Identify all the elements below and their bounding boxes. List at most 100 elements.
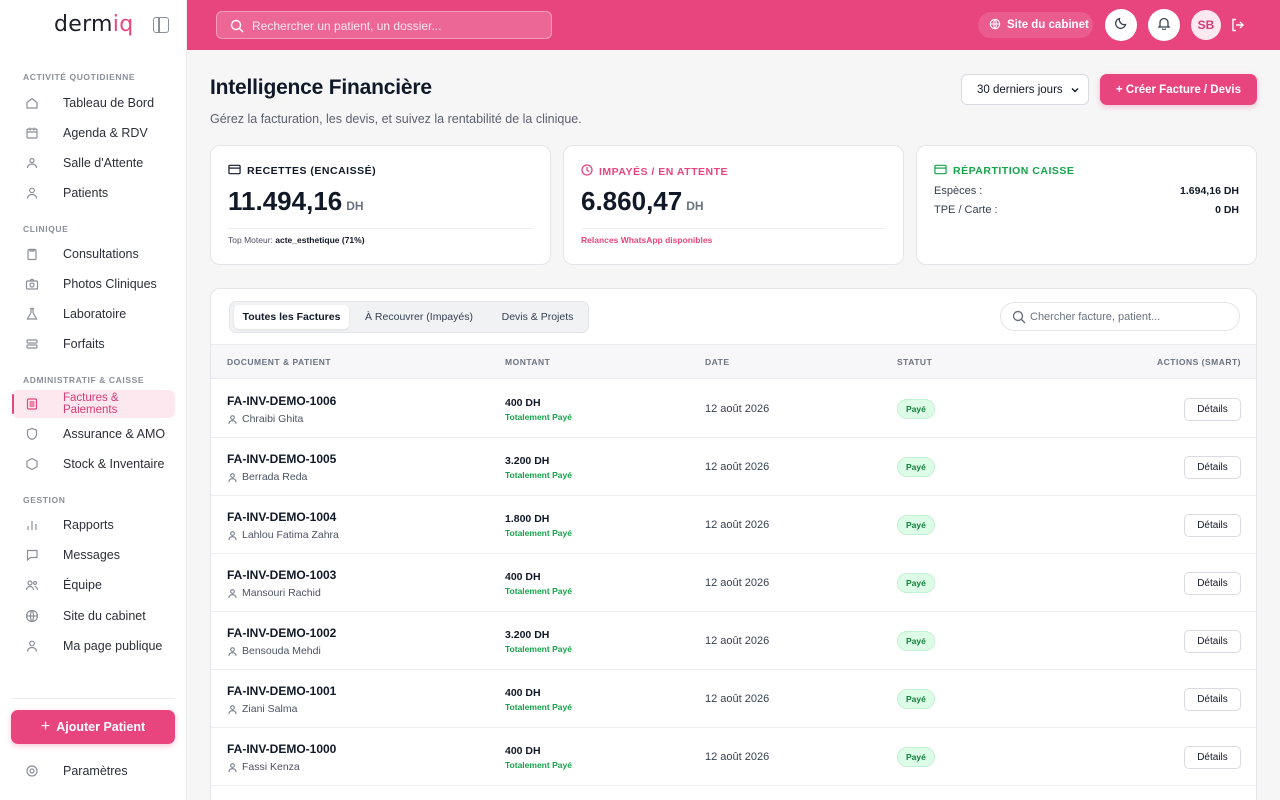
invoice-number[interactable]: FA-INV-DEMO-1000: [227, 742, 337, 756]
user-icon: [25, 186, 39, 200]
logout-icon[interactable]: [1230, 17, 1246, 38]
sidebar-item-agenda[interactable]: Agenda & RDV: [12, 119, 175, 147]
shield-icon: [25, 427, 39, 441]
column-header-document: DOCUMENT & PATIENT: [227, 357, 332, 367]
amount: 3.200 DH: [505, 629, 550, 641]
invoice-number[interactable]: FA-INV-DEMO-1006: [227, 394, 337, 408]
patient-name: Fassi Kenza: [227, 761, 300, 773]
invoice-date: 12 août 2026: [705, 519, 770, 531]
amount-status: Totalement Payé: [505, 760, 572, 770]
patient-name: Ziani Salma: [227, 703, 297, 715]
sidebar-item-label: Agenda & RDV: [63, 126, 148, 140]
dark-mode-toggle[interactable]: [1105, 9, 1137, 41]
invoice-date: 12 août 2026: [705, 751, 770, 763]
add-patient-label: Ajouter Patient: [56, 720, 146, 734]
table-row[interactable]: FA-INV-DEMO-1002 Bensouda Mehdi 3.200 DH…: [211, 612, 1256, 670]
invoice-search-placeholder: Chercher facture, patient...: [1030, 311, 1161, 323]
sidebar-item-team[interactable]: Équipe: [12, 571, 175, 599]
sidebar-item-consultations[interactable]: Consultations: [12, 240, 175, 268]
tab-quotes[interactable]: Devis & Projets: [501, 311, 574, 323]
amount: 400 DH: [505, 745, 541, 757]
sidebar-item-laboratory[interactable]: Laboratoire: [12, 300, 175, 328]
amount-status: Totalement Payé: [505, 528, 572, 538]
invoice-date: 12 août 2026: [705, 461, 770, 473]
invoice-date: 12 août 2026: [705, 403, 770, 415]
details-button[interactable]: Détails: [1184, 630, 1241, 653]
tab-unpaid[interactable]: À Recouvrer (Impayés): [365, 311, 473, 323]
invoice-number[interactable]: FA-INV-DEMO-1004: [227, 510, 337, 524]
plus-icon: +: [40, 718, 51, 735]
sidebar-item-insurance[interactable]: Assurance & AMO: [12, 420, 175, 448]
global-search-placeholder: Rechercher un patient, un dossier...: [252, 19, 442, 33]
sidebar-item-public-page[interactable]: Ma page publique: [12, 632, 175, 660]
table-row[interactable]: FA-INV-DEMO-1006 Chraibi Ghita 400 DH To…: [211, 380, 1256, 438]
details-button[interactable]: Détails: [1184, 572, 1241, 595]
sidebar-item-invoices[interactable]: Factures & Paiements: [12, 390, 175, 418]
status-badge: Payé: [897, 399, 935, 419]
avatar[interactable]: SB: [1191, 10, 1221, 40]
invoice-number[interactable]: FA-INV-DEMO-1001: [227, 684, 337, 698]
table-row[interactable]: FA-INV-DEMO-1000 Fassi Kenza 400 DH Tota…: [211, 728, 1256, 786]
invoice-number[interactable]: FA-INV-DEMO-1003: [227, 568, 337, 582]
moon-icon: [1114, 16, 1128, 35]
details-button[interactable]: Détails: [1184, 456, 1241, 479]
table-row[interactable]: FA-INV-DEMO-1001 Ziani Salma 400 DH Tota…: [211, 670, 1256, 728]
site-button[interactable]: Site du cabinet: [978, 12, 1093, 38]
tab-all-invoices[interactable]: Toutes les Factures: [234, 305, 349, 329]
globe-icon: [989, 18, 1001, 33]
sidebar-item-label: Site du cabinet: [63, 609, 146, 623]
sidebar-item-messages[interactable]: Messages: [12, 541, 175, 569]
sidebar-item-label: Équipe: [63, 578, 102, 592]
sidebar-item-stock[interactable]: Stock & Inventaire: [12, 450, 175, 478]
amount: 1.800 DH: [505, 513, 550, 525]
column-header-actions: ACTIONS (SMART): [1157, 357, 1241, 367]
details-button[interactable]: Détails: [1184, 746, 1241, 769]
calendar-icon: [25, 126, 39, 140]
table-row[interactable]: FA-INV-DEMO-1003 Mansouri Rachid 400 DH …: [211, 554, 1256, 612]
sidebar-item-photos[interactable]: Photos Cliniques: [12, 270, 175, 298]
details-button[interactable]: Détails: [1184, 688, 1241, 711]
details-button[interactable]: Détails: [1184, 398, 1241, 421]
table-row[interactable]: FA-INV-DEMO-1005 Berrada Reda 3.200 DH T…: [211, 438, 1256, 496]
status-badge: Payé: [897, 747, 935, 767]
global-search-input[interactable]: Rechercher un patient, un dossier...: [216, 11, 552, 39]
table-row[interactable]: FA-INV-DEMO-1004 Lahlou Fatima Zahra 1.8…: [211, 496, 1256, 554]
invoice-search-input[interactable]: Chercher facture, patient...: [1000, 302, 1240, 331]
whatsapp-reminders-link[interactable]: Relances WhatsApp disponibles: [581, 235, 713, 245]
status-badge: Payé: [897, 573, 935, 593]
add-patient-button[interactable]: + Ajouter Patient: [11, 710, 175, 744]
amount: 400 DH: [505, 571, 541, 583]
notifications-button[interactable]: [1148, 9, 1180, 41]
bell-icon: [1157, 16, 1171, 35]
card-icon: [228, 164, 241, 178]
status-badge: Payé: [897, 457, 935, 477]
gear-icon: [25, 764, 39, 778]
invoice-date: 12 août 2026: [705, 577, 770, 589]
sidebar-toggle-icon[interactable]: [153, 17, 169, 33]
patient-name: Lahlou Fatima Zahra: [227, 529, 339, 541]
sidebar-item-site[interactable]: Site du cabinet: [12, 602, 175, 630]
sidebar-item-patients[interactable]: Patients: [12, 179, 175, 207]
amount-status: Totalement Payé: [505, 412, 572, 422]
sidebar-item-packages[interactable]: Forfaits: [12, 330, 175, 358]
sidebar-item-dashboard[interactable]: Tableau de Bord: [12, 89, 175, 117]
sidebar-item-label: Rapports: [63, 518, 114, 532]
sidebar-item-settings[interactable]: Paramètres: [12, 757, 175, 785]
sidebar-item-reports[interactable]: Rapports: [12, 511, 175, 539]
invoice-number[interactable]: FA-INV-DEMO-1002: [227, 626, 337, 640]
brand-logo[interactable]: dermiq: [54, 12, 134, 37]
waiting-room-icon: [25, 156, 39, 170]
create-invoice-button[interactable]: + Créer Facture / Devis: [1100, 74, 1257, 105]
sidebar-item-label: Factures & Paiements: [63, 392, 119, 416]
period-select[interactable]: 30 derniers jours: [961, 74, 1089, 105]
column-header-status: STATUT: [897, 357, 933, 367]
amount-status: Totalement Payé: [505, 702, 572, 712]
user-icon: [228, 588, 237, 598]
patient-name: Berrada Reda: [227, 471, 307, 483]
sidebar-item-waiting-room[interactable]: Salle d'Attente: [12, 149, 175, 177]
amount: 400 DH: [505, 687, 541, 699]
invoice-date: 12 août 2026: [705, 693, 770, 705]
invoice-number[interactable]: FA-INV-DEMO-1005: [227, 452, 337, 466]
section-title-clinic: CLINIQUE: [23, 224, 69, 234]
details-button[interactable]: Détails: [1184, 514, 1241, 537]
